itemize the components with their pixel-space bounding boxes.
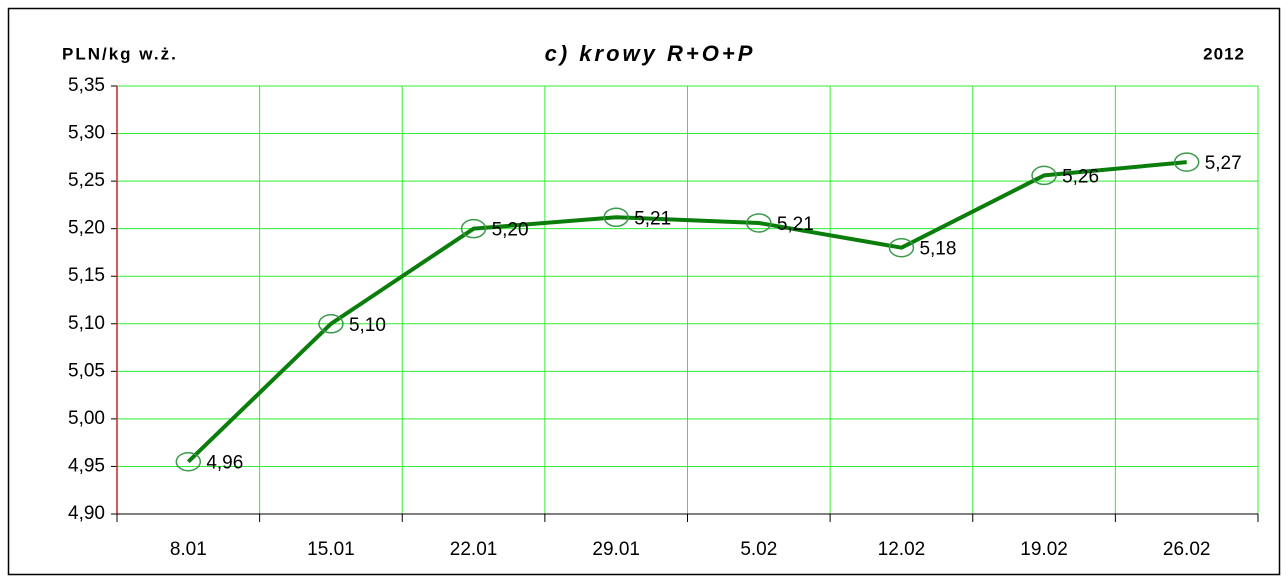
y-tick-label: 5,00: [68, 408, 105, 429]
marker: [1173, 152, 1200, 172]
y-tick-label: 5,20: [68, 218, 105, 239]
x-tick-label: 19.02: [1020, 539, 1068, 560]
marker: [746, 213, 772, 233]
marker: [318, 314, 344, 334]
y-axis-label: PLN/kg w.ż.: [62, 44, 178, 63]
y-tick-label: 5,10: [68, 313, 105, 334]
x-tick-label: 22.01: [450, 539, 498, 560]
y-tick-label: 5,30: [68, 123, 105, 144]
data-label: 5,21: [634, 208, 671, 229]
y-tick-label: 5,15: [68, 265, 105, 286]
marker: [175, 451, 202, 472]
x-tick-label: 8.01: [170, 539, 207, 560]
marker: [888, 237, 915, 258]
marker: [1031, 165, 1057, 186]
data-label: 5,21: [777, 214, 814, 235]
x-tick-label: 15.01: [307, 539, 355, 560]
y-tick-label: 5,25: [68, 170, 105, 191]
x-tick-label: 12.02: [878, 539, 926, 560]
marker: [460, 218, 487, 239]
chart-title: c) krowy R+O+P: [545, 41, 756, 66]
x-tick-label: 5.02: [740, 539, 777, 560]
x-tick-label: 26.02: [1163, 539, 1211, 560]
y-tick-label: 4,95: [68, 455, 105, 476]
line-series: [186, 160, 1187, 464]
y-tick-label: 4,90: [68, 503, 105, 524]
data-label: 5,26: [1062, 166, 1099, 187]
y-tick-label: 5,35: [68, 75, 105, 96]
data-label: 5,27: [1205, 153, 1242, 174]
y-tick-label: 5,05: [68, 360, 105, 381]
data-label: 5,10: [349, 315, 386, 336]
x-tick-label: 29.01: [592, 539, 640, 560]
annotation: 2012: [1203, 44, 1245, 63]
data-label: 4,96: [206, 453, 243, 474]
marker: [603, 207, 629, 228]
data-label: 5,20: [492, 220, 529, 241]
data-label: 5,18: [919, 239, 956, 260]
